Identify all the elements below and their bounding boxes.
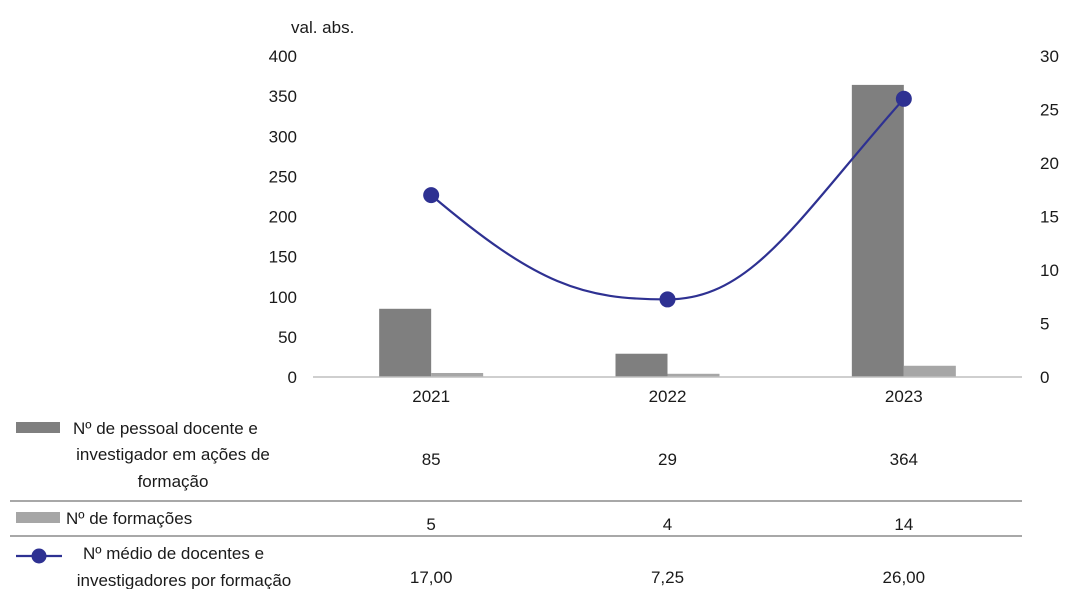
x-tick-label: 2022 — [649, 387, 687, 406]
y-left-tick-label: 250 — [269, 167, 297, 186]
x-tick-label: 2023 — [885, 387, 923, 406]
y-left-tick-label: 400 — [269, 47, 297, 66]
bar-pessoal-2023 — [851, 84, 904, 377]
bar-pessoal-2022 — [615, 353, 668, 377]
table-row-label: investigadores por formação — [77, 571, 292, 589]
line-point-2023 — [895, 90, 912, 107]
table-cell-value: 364 — [890, 450, 918, 469]
y-right-tick-label: 10 — [1040, 261, 1059, 280]
table-row-label: investigador em ações de — [76, 445, 270, 464]
x-tick-label: 2021 — [412, 387, 450, 406]
line-media-docentes — [430, 98, 905, 301]
y-axis-right-ticks: 0 5 10 15 20 25 30 — [1040, 47, 1059, 387]
bar-formacoes-2023 — [903, 365, 956, 377]
table-cell-value: 4 — [663, 515, 672, 534]
legend-key-pessoal — [16, 422, 60, 433]
table-cell-value: 14 — [894, 515, 913, 534]
bar-formacoes-2022 — [667, 373, 720, 377]
bar-formacoes-2021 — [431, 372, 484, 377]
line-point-2022 — [659, 291, 676, 308]
table-row-label: Nº de pessoal docente e — [73, 419, 258, 438]
table-cell-value: 17,00 — [410, 568, 453, 587]
bar-pessoal-2021 — [379, 308, 432, 377]
y-right-tick-label: 5 — [1040, 315, 1049, 334]
y-right-tick-label: 0 — [1040, 368, 1049, 387]
y-left-tick-label: 0 — [288, 368, 297, 387]
table-cell-value: 29 — [658, 450, 677, 469]
x-axis-ticks: 2021 2022 2023 — [412, 387, 922, 406]
y-right-tick-label: 25 — [1040, 101, 1059, 120]
table-row-label: formação — [138, 472, 209, 491]
data-table: Nº de pessoal docente e investigador em a… — [10, 419, 1022, 589]
table-cell-value: 85 — [422, 450, 441, 469]
y-left-tick-label: 150 — [269, 248, 297, 267]
table-cell-value: 26,00 — [883, 568, 926, 587]
y-left-tick-label: 200 — [269, 208, 297, 227]
legend-key-formacoes — [16, 512, 60, 523]
y-axis-left-title: val. abs. — [291, 18, 354, 37]
table-cell-value: 7,25 — [651, 568, 684, 587]
line-series — [423, 90, 912, 308]
bars — [379, 84, 956, 377]
y-left-tick-label: 100 — [269, 288, 297, 307]
y-left-tick-label: 300 — [269, 127, 297, 146]
table-row-label: Nº de formações — [66, 509, 192, 528]
table-row-label: Nº médio de docentes e — [83, 544, 264, 563]
y-axis-left-ticks: 0 50 100 150 200 250 300 350 400 — [269, 47, 297, 387]
y-right-tick-label: 15 — [1040, 208, 1059, 227]
legend-key-marker — [31, 548, 47, 564]
y-left-tick-label: 50 — [278, 328, 297, 347]
y-right-tick-label: 30 — [1040, 47, 1059, 66]
y-right-tick-label: 20 — [1040, 154, 1059, 173]
table-cell-value: 5 — [426, 515, 435, 534]
line-point-2021 — [423, 187, 440, 204]
y-left-tick-label: 350 — [269, 87, 297, 106]
